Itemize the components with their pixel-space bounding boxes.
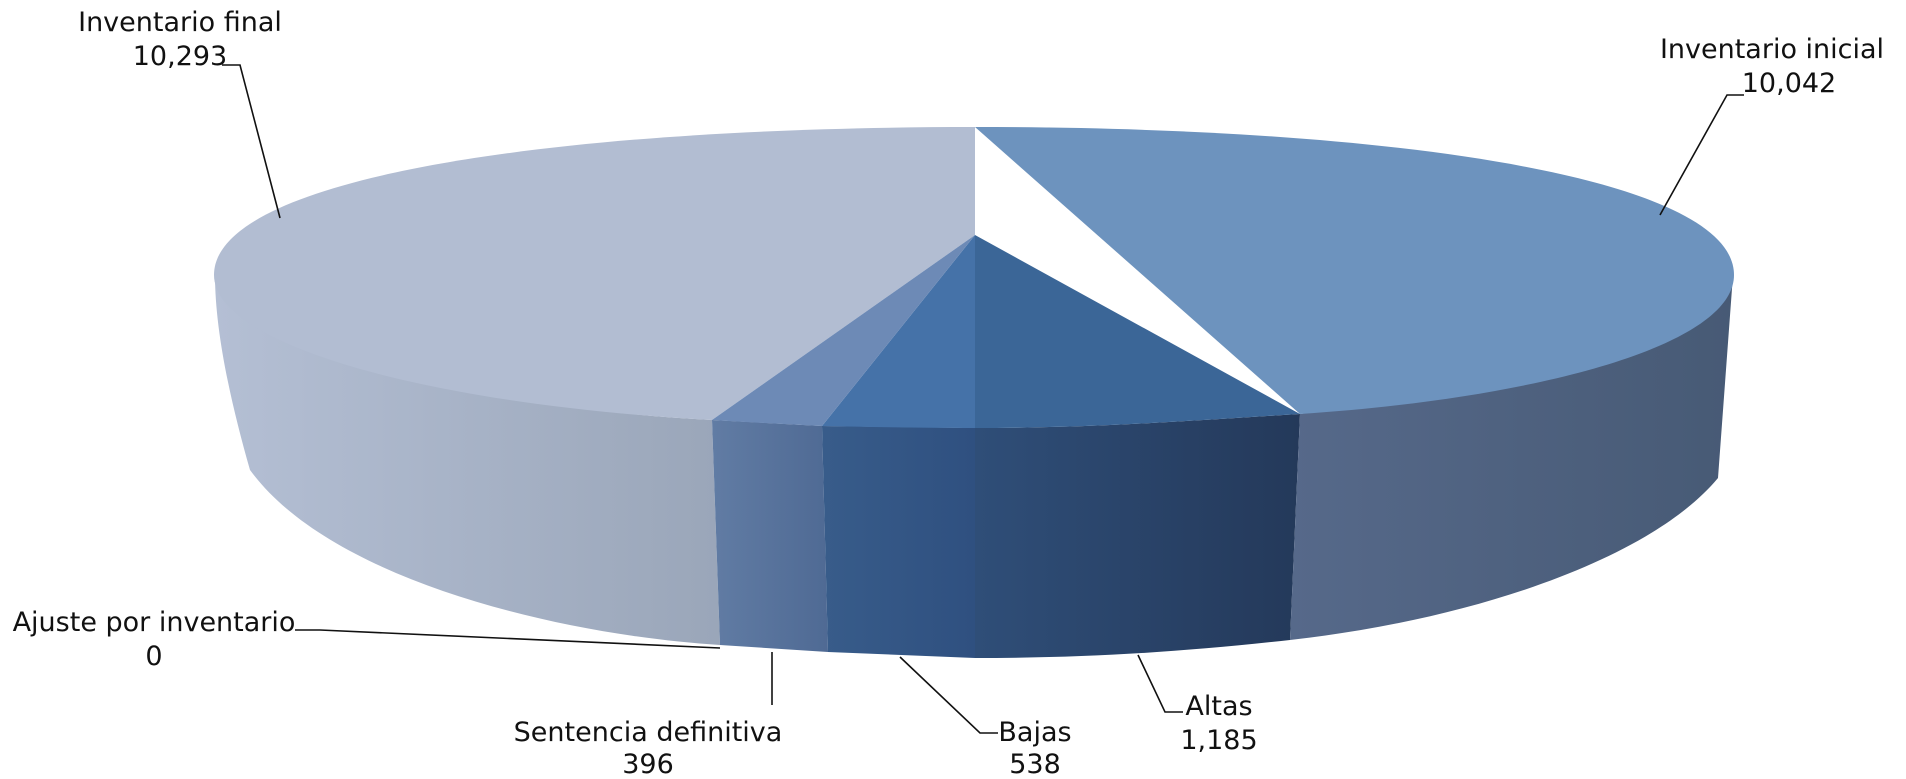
- data-labels: Inventario final 10,293 Inventario inici…: [13, 7, 1884, 779]
- pie-side-walls: [215, 275, 1733, 658]
- label-inventario-final-name: Inventario final: [78, 7, 282, 38]
- label-bajas-name: Bajas: [998, 717, 1071, 748]
- leader-inventario-inicial: [1659, 94, 1744, 216]
- pie-side-inventario-inicial: [1290, 275, 1733, 640]
- leader-altas: [1137, 654, 1183, 713]
- leader-ajuste-por-inventario: [295, 629, 721, 649]
- label-altas-name: Altas: [1185, 691, 1252, 722]
- pie-slice-sentencia-definitiva: [712, 235, 975, 426]
- label-inventario-inicial-name: Inventario inicial: [1660, 34, 1884, 65]
- pie-side-inventario-final: [215, 275, 720, 645]
- pie-slice-inventario-inicial: [975, 127, 1734, 414]
- label-ajuste-por-inventario-value: 0: [145, 641, 162, 672]
- pie-side-sentencia-definitiva: [712, 420, 828, 652]
- label-inventario-final-value: 10,293: [133, 41, 227, 72]
- label-altas-value: 1,185: [1180, 725, 1257, 756]
- label-ajuste-por-inventario-name: Ajuste por inventario: [13, 607, 296, 638]
- pie-side-bajas: [822, 426, 975, 658]
- leader-bajas: [899, 656, 998, 734]
- pie-side-altas: [975, 414, 1300, 658]
- label-bajas-value: 538: [1009, 749, 1061, 779]
- pie-slice-inventario-final: [214, 127, 975, 420]
- leader-lines: [222, 64, 1744, 734]
- label-inventario-inicial-value: 10,042: [1742, 68, 1836, 99]
- pie-top-faces: [214, 127, 1734, 428]
- pie-slice-altas: [975, 235, 1300, 428]
- label-sentencia-definitiva-value: 396: [622, 749, 674, 779]
- leader-inventario-final: [222, 64, 281, 219]
- label-sentencia-definitiva-name: Sentencia definitiva: [514, 717, 783, 748]
- pie-slice-bajas: [822, 235, 975, 428]
